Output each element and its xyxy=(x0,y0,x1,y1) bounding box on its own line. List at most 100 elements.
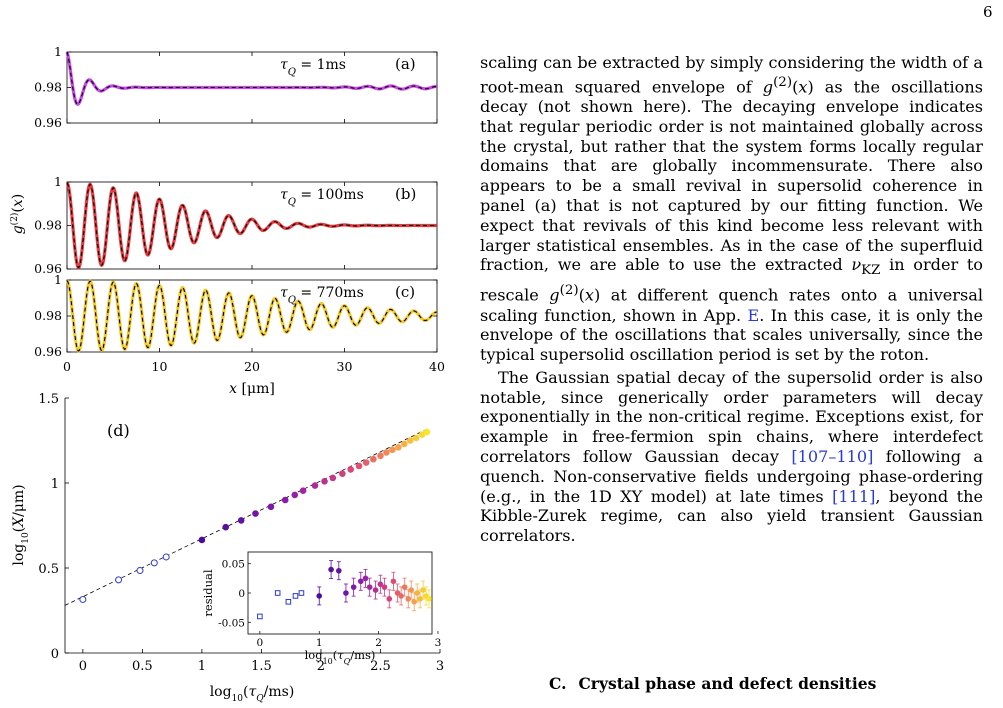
filled-point xyxy=(311,482,319,489)
filled-point xyxy=(362,459,370,466)
inset-filled-point xyxy=(362,575,369,582)
inset-open-point xyxy=(298,590,305,596)
panel-tag: (b) xyxy=(395,185,416,203)
inset-filled-point xyxy=(401,584,408,590)
inset-x-tick-label: 3 xyxy=(435,637,442,649)
panel-d-ylabel: log10(X/μm) xyxy=(11,484,31,565)
panel-d: 0 0.5 1 1.5 2 2.5 3 0 0.5 1 1.5 log10(τQ/ms) log10(X… xyxy=(11,392,444,704)
inset-open-point xyxy=(274,590,281,596)
inset-filled-point xyxy=(426,596,432,602)
inset-filled-point xyxy=(336,567,342,574)
open-point xyxy=(150,559,158,567)
filled-point xyxy=(423,428,431,436)
y-tick-label: 1 xyxy=(54,174,62,189)
y-tick-label: 0 xyxy=(51,647,59,662)
x-tick-label: 0 xyxy=(79,659,87,674)
inset-x-tick-label: 2 xyxy=(375,637,382,649)
y-tick-label: 0.96 xyxy=(34,261,62,276)
page-number: 6 xyxy=(983,3,993,21)
section-title: Crystal phase and defect densities xyxy=(578,674,877,693)
y-tick-label: 0.98 xyxy=(34,218,62,233)
x-tick-label: 3 xyxy=(436,659,444,674)
inset: 0.05 0 -0.05 0 1 2 3 log10(τQ/ms) residual xyxy=(201,551,442,666)
inset-filled-point xyxy=(405,596,412,602)
panel-tag: (c) xyxy=(395,283,415,301)
inset-filled-point xyxy=(372,587,379,593)
filled-point xyxy=(267,503,275,511)
y-tick-label: 0.96 xyxy=(34,344,62,359)
inset-filled-point xyxy=(390,578,397,585)
filled-point xyxy=(400,440,408,448)
x-tick-label: 1 xyxy=(198,659,206,674)
panel-c: 1 0.98 0.96 τQ = 770ms (c) xyxy=(34,272,438,359)
data-curve xyxy=(65,51,438,106)
inset-x-tick-label: 0 xyxy=(257,637,264,649)
fit-curve xyxy=(66,280,438,352)
x-tick-label: 40 xyxy=(429,359,445,374)
open-point xyxy=(79,595,87,603)
inset-filled-point xyxy=(386,596,393,602)
filled-point xyxy=(237,517,245,524)
fit-curve xyxy=(66,182,437,269)
x-tick-label: 20 xyxy=(244,359,260,374)
filled-point xyxy=(252,510,259,517)
inset-filled-point xyxy=(414,590,420,596)
panel-b: 1 0.98 0.96 τQ = 100ms (b) xyxy=(34,174,438,276)
filled-point xyxy=(347,466,355,473)
inset-ylabel: residual xyxy=(201,569,215,617)
inset-filled-point xyxy=(420,587,426,593)
panel-label: τQ = 100ms xyxy=(280,187,364,208)
filled-point xyxy=(291,491,299,499)
y-tick-label: 1 xyxy=(51,477,59,492)
inset-filled-point xyxy=(350,584,357,590)
filled-point xyxy=(299,487,307,494)
figure: 1 0.98 0.96 τQ = 1ms (a) 1 0.98 0.96 τQ = 100ms (… xyxy=(9,44,445,704)
y-tick-label: 0.98 xyxy=(34,80,62,95)
x-tick-label: 0.5 xyxy=(132,659,153,674)
filled-point xyxy=(339,470,346,477)
inset-y-tick-label: 0.05 xyxy=(222,559,245,571)
open-point xyxy=(136,567,144,575)
panel-tag: (a) xyxy=(395,55,416,73)
y-tick-label: 0.96 xyxy=(34,115,62,130)
inset-xlabel: log10(τQ/ms) xyxy=(305,648,376,666)
x-tick-label: 0 xyxy=(63,359,71,374)
paragraph-1: scaling can be extracted by simply consi… xyxy=(480,53,984,365)
inset-y-tick-label: 0 xyxy=(238,588,245,600)
panel-label: τQ = 770ms xyxy=(280,285,364,306)
panel-tag: (d) xyxy=(107,421,130,440)
filled-point xyxy=(383,449,390,456)
text-column: scaling can be extracted by simply consi… xyxy=(480,53,983,546)
y-tick-label: 1 xyxy=(54,44,62,59)
filled-point xyxy=(355,462,363,470)
y-tick-label: 1.5 xyxy=(38,392,59,407)
filled-point xyxy=(329,474,337,482)
filled-point xyxy=(395,444,402,451)
paragraph-2: The Gaussian spatial decay of the supers… xyxy=(480,367,984,546)
inset-filled-point xyxy=(343,590,349,596)
inset-open-point xyxy=(285,598,292,605)
open-point xyxy=(115,576,123,584)
filled-point xyxy=(222,523,230,531)
open-point xyxy=(162,553,170,561)
y-tick-label: 1 xyxy=(54,272,62,287)
filled-point xyxy=(412,434,420,442)
fit-line xyxy=(64,428,429,606)
filled-point xyxy=(377,452,384,460)
inset-x-tick-label: 1 xyxy=(316,637,323,649)
filled-point xyxy=(389,446,396,454)
panels-ylabel: g(2)(x) xyxy=(9,194,26,235)
inset-filled-point xyxy=(366,584,373,590)
y-tick-label: 0.98 xyxy=(34,308,62,323)
fit-curve xyxy=(66,51,438,105)
x-tick-label: 2.5 xyxy=(370,659,391,674)
x-tick-label: 30 xyxy=(337,359,353,374)
filled-point xyxy=(281,496,289,504)
panel-label: τQ = 1ms xyxy=(280,57,346,78)
inset-filled-point xyxy=(316,593,323,599)
inset-filled-point xyxy=(377,581,384,588)
inset-open-point xyxy=(257,613,263,620)
inset-filled-point xyxy=(417,596,423,602)
inset-filled-point xyxy=(411,598,417,605)
x-tick-label: 2 xyxy=(317,659,325,674)
